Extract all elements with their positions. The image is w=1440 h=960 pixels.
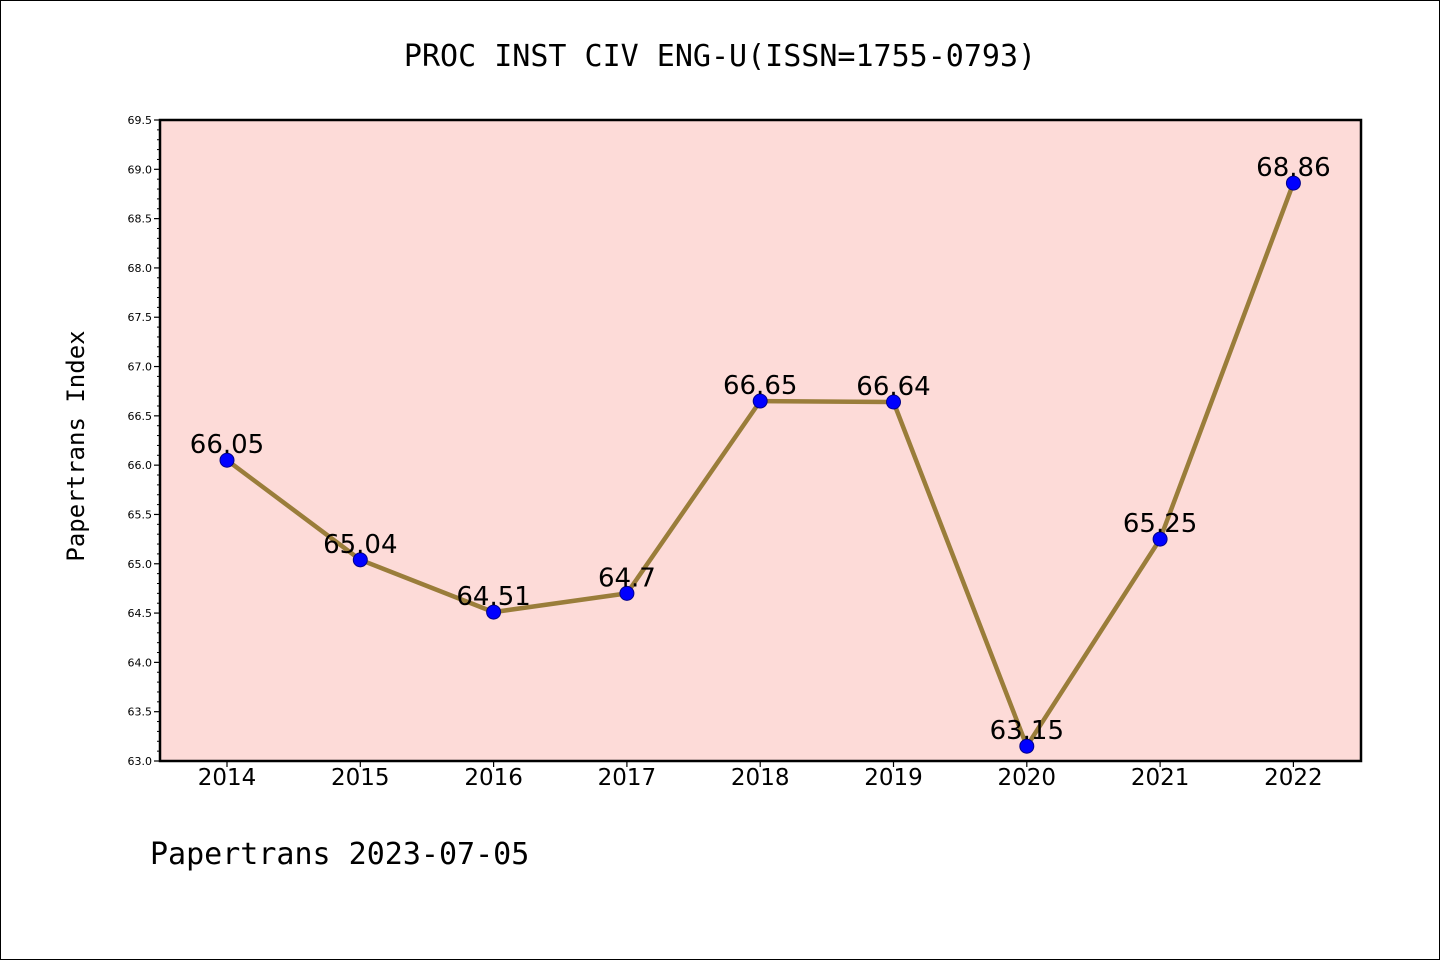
x-tick-label: 2021 <box>1131 765 1190 791</box>
data-label: 64.51 <box>456 582 530 612</box>
data-label: 65.25 <box>1123 509 1197 539</box>
x-tick-label: 2022 <box>1264 765 1323 791</box>
y-axis: 63.0 63.5 64.0 64.5 65.0 65.5 66.0 66.5 67.0 67.5… <box>128 114 160 768</box>
data-point <box>219 452 235 468</box>
y-tick-label: 64.0 <box>128 656 153 669</box>
data-label: 65.04 <box>323 530 397 560</box>
y-tick-label: 63.5 <box>128 706 153 719</box>
data-point <box>486 604 502 620</box>
data-label: 66.05 <box>190 430 264 460</box>
plot-border <box>158 118 1363 763</box>
series-markers <box>219 175 1301 754</box>
x-tick-label: 2014 <box>198 765 257 791</box>
data-label: 66.65 <box>723 371 797 401</box>
y-tick-label: 64.5 <box>128 607 153 620</box>
data-point <box>752 393 768 409</box>
data-point <box>886 394 901 410</box>
x-tick-label: 2018 <box>731 765 790 791</box>
x-tick-label: 2015 <box>331 765 390 791</box>
y-tick-label: 63.0 <box>128 755 153 768</box>
x-tick-label: 2020 <box>998 765 1057 791</box>
y-tick-label: 67.0 <box>128 361 153 374</box>
y-tick-label: 69.5 <box>128 114 153 127</box>
data-labels: 66.05 65.04 64.51 64.7 66.65 66.64 63.15 65.25 6… <box>190 153 1331 746</box>
y-tick-label: 65.5 <box>128 508 153 521</box>
data-point <box>1019 738 1035 754</box>
data-point <box>1152 531 1168 547</box>
y-tick-label: 68.5 <box>128 213 153 226</box>
y-axis-label: Papertrans Index <box>62 330 90 561</box>
x-tick-label: 2017 <box>598 765 657 791</box>
data-point <box>1285 175 1301 191</box>
data-label: 68.86 <box>1256 153 1330 183</box>
data-label: 64.7 <box>598 563 656 593</box>
data-label: 66.64 <box>856 372 930 402</box>
y-tick-label: 66.5 <box>128 410 153 423</box>
chart-title: PROC INST CIV ENG-U(ISSN=1755-0793) <box>404 39 1036 74</box>
y-tick-label: 69.0 <box>128 163 153 176</box>
data-point <box>619 585 635 601</box>
data-point <box>352 552 368 568</box>
footer-text: Papertrans 2023-07-05 <box>150 837 529 872</box>
plot-area <box>160 120 1361 761</box>
x-axis: 2014 2015 2016 2017 2018 2019 2020 2021 2022 <box>198 761 1323 791</box>
y-tick-label: 67.5 <box>128 311 153 324</box>
x-tick-label: 2019 <box>864 765 923 791</box>
y-tick-label: 68.0 <box>128 262 153 275</box>
data-label: 63.15 <box>990 716 1064 746</box>
y-tick-label: 65.0 <box>128 558 153 571</box>
x-tick-label: 2016 <box>464 765 523 791</box>
y-tick-label: 66.0 <box>128 459 153 472</box>
